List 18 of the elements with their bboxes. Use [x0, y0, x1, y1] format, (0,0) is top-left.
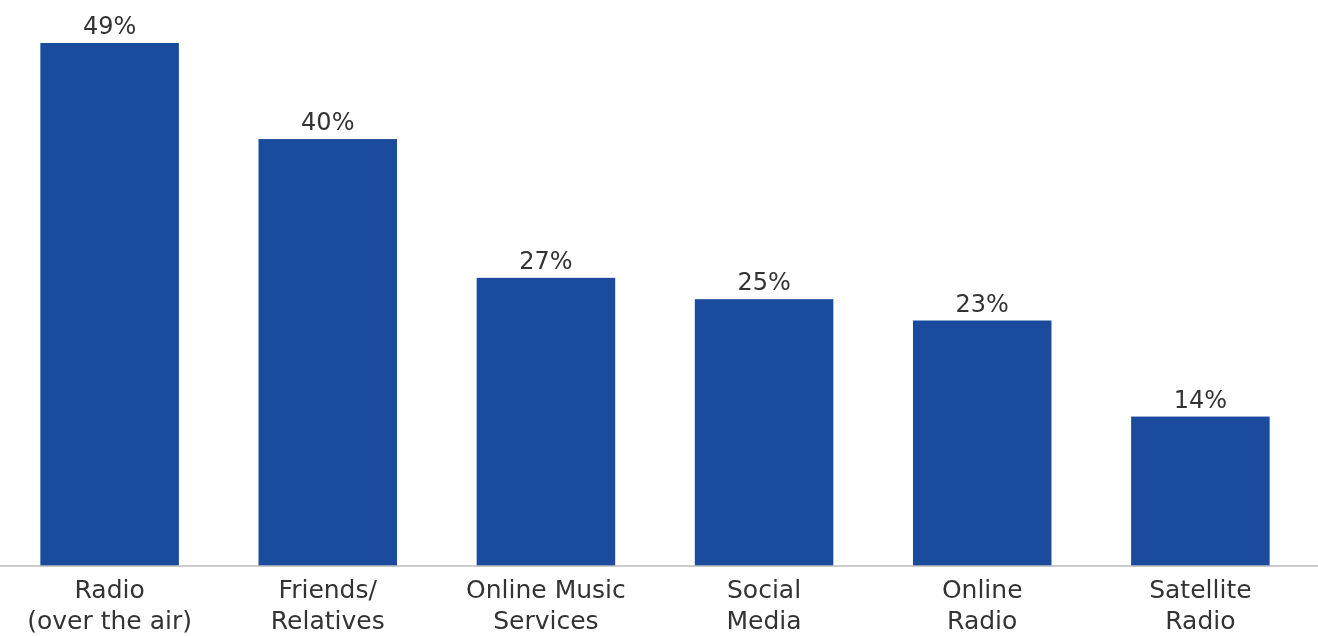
bar	[40, 43, 179, 566]
x-tick-label: Friends/ Relatives	[270, 575, 385, 635]
data-label: 14%	[1173, 385, 1228, 414]
data-label: 25%	[737, 268, 791, 297]
bar	[912, 320, 1052, 566]
data-label: 49%	[82, 12, 137, 40]
x-tick-label: Social Media	[726, 575, 802, 635]
bar	[1131, 416, 1270, 566]
x-tick-label: Online Music Services	[466, 575, 626, 635]
x-tick-label: Radio (over the air)	[27, 575, 192, 635]
data-label: 40%	[301, 108, 355, 137]
x-tick-label: Satellite Radio	[1149, 575, 1252, 635]
data-label: 27%	[519, 246, 573, 275]
bar	[258, 139, 398, 566]
bar	[476, 277, 616, 566]
data-label: 23%	[955, 289, 1009, 318]
x-tick-label: Online Radio	[941, 575, 1023, 635]
bar	[694, 299, 834, 566]
